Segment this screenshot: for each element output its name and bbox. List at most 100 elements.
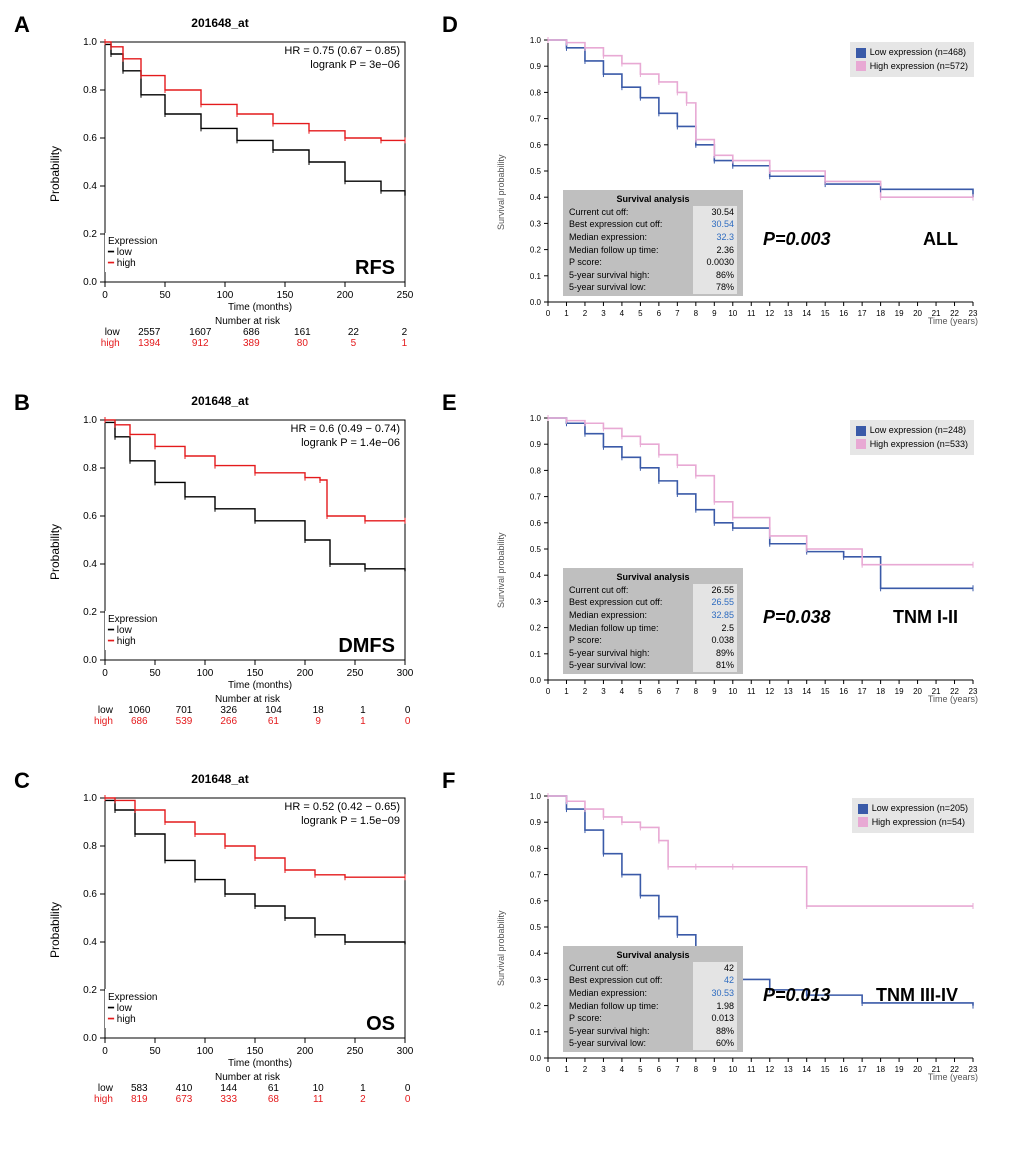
svg-text:14: 14 bbox=[802, 309, 811, 318]
svg-text:0.0: 0.0 bbox=[530, 298, 542, 307]
svg-text:0.9: 0.9 bbox=[530, 440, 542, 449]
svg-text:6: 6 bbox=[657, 687, 662, 696]
svg-text:0.6: 0.6 bbox=[83, 133, 97, 144]
panel-label: C bbox=[14, 768, 30, 794]
svg-text:200: 200 bbox=[297, 668, 314, 679]
svg-text:11: 11 bbox=[747, 687, 756, 696]
survival-analysis-box: Survival analysis Current cut off:26.55 … bbox=[563, 568, 743, 674]
panel-label: E bbox=[442, 390, 457, 416]
svg-text:11: 11 bbox=[747, 309, 756, 318]
svg-text:1.0: 1.0 bbox=[530, 414, 542, 423]
hr-text: HR = 0.75 (0.67 − 0.85)logrank P = 3e−06 bbox=[284, 44, 400, 73]
panel-E: E Survival probability 0 1 2 3 4 5 6 7 8 bbox=[438, 388, 998, 758]
svg-text:100: 100 bbox=[197, 668, 214, 679]
svg-text:11: 11 bbox=[747, 1065, 756, 1074]
p-value: P=0.038 bbox=[763, 607, 831, 628]
panel-A: A 201648_at Probability 0 50 100 150 200… bbox=[10, 10, 430, 380]
svg-text:7: 7 bbox=[675, 687, 680, 696]
svg-text:17: 17 bbox=[858, 687, 867, 696]
expression-legend: Expression ━ low ━ high bbox=[105, 233, 160, 272]
svg-text:3: 3 bbox=[601, 309, 606, 318]
svg-text:12: 12 bbox=[765, 309, 774, 318]
panel-F: F Survival probability 0 1 2 3 4 5 6 7 8 bbox=[438, 766, 998, 1136]
svg-text:0.8: 0.8 bbox=[530, 88, 542, 97]
svg-text:0.7: 0.7 bbox=[530, 115, 542, 124]
svg-text:18: 18 bbox=[876, 309, 885, 318]
svg-text:0.2: 0.2 bbox=[83, 985, 97, 996]
svg-text:0.6: 0.6 bbox=[530, 519, 542, 528]
chart-title: 201648_at bbox=[10, 394, 430, 408]
svg-text:300: 300 bbox=[397, 1046, 414, 1057]
svg-text:3: 3 bbox=[601, 1065, 606, 1074]
svg-text:7: 7 bbox=[675, 1065, 680, 1074]
svg-text:0.4: 0.4 bbox=[530, 193, 542, 202]
svg-text:1.0: 1.0 bbox=[530, 36, 542, 45]
svg-text:9: 9 bbox=[712, 1065, 717, 1074]
svg-text:200: 200 bbox=[337, 290, 354, 301]
svg-text:250: 250 bbox=[347, 1046, 364, 1057]
svg-text:12: 12 bbox=[765, 1065, 774, 1074]
svg-text:13: 13 bbox=[784, 309, 793, 318]
svg-text:0.2: 0.2 bbox=[83, 607, 97, 618]
svg-text:1.0: 1.0 bbox=[83, 793, 97, 804]
svg-text:17: 17 bbox=[858, 1065, 867, 1074]
svg-text:0.3: 0.3 bbox=[530, 975, 542, 984]
svg-text:19: 19 bbox=[895, 687, 904, 696]
svg-text:15: 15 bbox=[821, 687, 830, 696]
svg-text:16: 16 bbox=[839, 309, 848, 318]
svg-text:3: 3 bbox=[601, 687, 606, 696]
svg-text:0.9: 0.9 bbox=[530, 62, 542, 71]
svg-text:0.4: 0.4 bbox=[83, 559, 97, 570]
svg-text:150: 150 bbox=[247, 668, 264, 679]
chart-name: OS bbox=[366, 1013, 395, 1036]
p-value: P=0.013 bbox=[763, 985, 831, 1006]
svg-text:10: 10 bbox=[728, 687, 737, 696]
svg-text:0.7: 0.7 bbox=[530, 493, 542, 502]
svg-text:2: 2 bbox=[583, 1065, 588, 1074]
svg-text:0.9: 0.9 bbox=[530, 818, 542, 827]
svg-text:0.0: 0.0 bbox=[83, 277, 97, 288]
svg-text:8: 8 bbox=[694, 687, 699, 696]
svg-text:8: 8 bbox=[694, 309, 699, 318]
svg-text:0: 0 bbox=[102, 1046, 108, 1057]
svg-text:4: 4 bbox=[620, 687, 625, 696]
svg-text:20: 20 bbox=[913, 687, 922, 696]
expression-legend: Low expression (n=468) High expression (… bbox=[850, 42, 974, 77]
svg-text:7: 7 bbox=[675, 309, 680, 318]
svg-text:6: 6 bbox=[657, 1065, 662, 1074]
expression-legend: Expression ━ low ━ high bbox=[105, 611, 160, 650]
km-chart: Survival probability 0 1 2 3 4 5 6 7 8 9 bbox=[498, 30, 988, 330]
svg-text:50: 50 bbox=[149, 1046, 161, 1057]
svg-text:2: 2 bbox=[583, 309, 588, 318]
svg-text:0.8: 0.8 bbox=[530, 844, 542, 853]
svg-text:100: 100 bbox=[197, 1046, 214, 1057]
svg-text:0.4: 0.4 bbox=[83, 937, 97, 948]
expression-legend: Expression ━ low ━ high bbox=[105, 989, 160, 1028]
svg-text:18: 18 bbox=[876, 687, 885, 696]
svg-text:4: 4 bbox=[620, 309, 625, 318]
x-axis-label: Time (years) bbox=[928, 316, 978, 326]
panel-label: D bbox=[442, 12, 458, 38]
svg-text:18: 18 bbox=[876, 1065, 885, 1074]
svg-text:0.0: 0.0 bbox=[530, 676, 542, 685]
x-axis-label: Time (years) bbox=[928, 694, 978, 704]
km-chart: Probability 0 50 100 150 200 250 300 0.0… bbox=[50, 410, 420, 690]
svg-text:0.4: 0.4 bbox=[530, 949, 542, 958]
svg-text:0.8: 0.8 bbox=[83, 463, 97, 474]
svg-text:150: 150 bbox=[247, 1046, 264, 1057]
svg-text:0.2: 0.2 bbox=[83, 229, 97, 240]
svg-text:0: 0 bbox=[546, 309, 551, 318]
svg-text:13: 13 bbox=[784, 687, 793, 696]
svg-text:1: 1 bbox=[564, 309, 569, 318]
survival-analysis-box: Survival analysis Current cut off:30.54 … bbox=[563, 190, 743, 296]
p-value: P=0.003 bbox=[763, 229, 831, 250]
svg-text:8: 8 bbox=[694, 1065, 699, 1074]
svg-text:1: 1 bbox=[564, 1065, 569, 1074]
svg-text:150: 150 bbox=[277, 290, 294, 301]
svg-text:0.0: 0.0 bbox=[530, 1054, 542, 1063]
svg-text:0.5: 0.5 bbox=[530, 923, 542, 932]
svg-text:0.4: 0.4 bbox=[530, 571, 542, 580]
svg-text:0.0: 0.0 bbox=[83, 655, 97, 666]
svg-text:0: 0 bbox=[546, 1065, 551, 1074]
chart-title: 201648_at bbox=[10, 772, 430, 786]
